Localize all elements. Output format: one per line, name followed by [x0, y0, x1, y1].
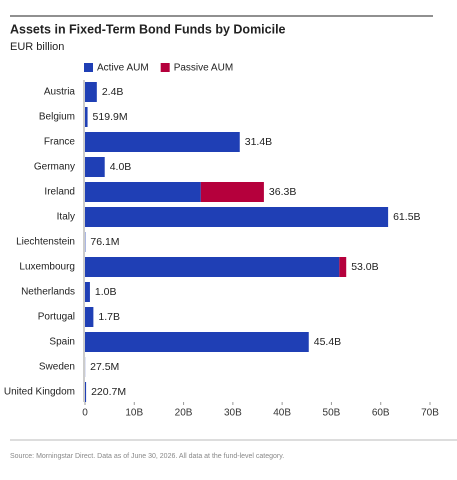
bar-total-label: 220.7M — [91, 386, 126, 398]
y-tick-label: United Kingdom — [4, 387, 75, 398]
y-tick-label: Netherlands — [21, 287, 75, 298]
bar-segment — [339, 257, 347, 277]
bar-segment — [85, 107, 88, 127]
y-tick-label: Liechtenstein — [16, 237, 75, 248]
x-tick-label: 30B — [224, 408, 242, 419]
bar-total-label: 53.0B — [351, 261, 378, 273]
bar-total-label: 519.9M — [93, 111, 128, 123]
bar-segment — [85, 282, 90, 302]
x-tick-label: 50B — [323, 408, 341, 419]
bar-total-label: 1.0B — [95, 286, 117, 298]
x-tick-label: 0 — [82, 408, 88, 419]
bar-segment — [85, 82, 97, 102]
chart-subtitle: EUR billion — [10, 41, 64, 53]
source-note: Source: Morningstar Direct. Data as of J… — [10, 453, 284, 460]
bar-segment — [85, 182, 201, 202]
y-tick-label: Sweden — [39, 362, 75, 373]
bar-segment — [85, 382, 87, 402]
bar-segment — [85, 132, 240, 152]
y-tick-label: Luxembourg — [19, 262, 75, 273]
bar-segment — [200, 182, 264, 202]
bar-total-label: 2.4B — [102, 86, 124, 98]
x-tick-label: 70B — [421, 408, 439, 419]
y-tick-label: France — [44, 137, 76, 148]
y-tick-label: Ireland — [44, 187, 75, 198]
bar-total-label: 45.4B — [314, 336, 341, 348]
legend-label: Passive AUM — [174, 63, 233, 74]
bar-total-label: 27.5M — [90, 361, 119, 373]
x-tick-label: 60B — [372, 408, 390, 419]
x-tick-label: 10B — [125, 408, 143, 419]
legend-swatch — [84, 63, 93, 72]
x-tick-label: 40B — [273, 408, 291, 419]
bar-segment — [85, 307, 94, 327]
bar-total-label: 1.7B — [98, 311, 120, 323]
bar-segment — [85, 332, 309, 352]
bar-total-label: 31.4B — [245, 136, 272, 148]
bar-segment — [85, 207, 389, 227]
bar-segment — [85, 157, 105, 177]
bar-segment — [85, 257, 340, 277]
bar-total-label: 4.0B — [110, 161, 132, 173]
y-tick-label: Portugal — [38, 312, 75, 323]
legend-swatch — [160, 63, 170, 72]
chart-title: Assets in Fixed-Term Bond Funds by Domic… — [10, 22, 286, 36]
bar-total-label: 36.3B — [269, 186, 296, 198]
bar-total-label: 61.5B — [393, 211, 420, 223]
bar-total-label: 76.1M — [90, 236, 119, 248]
y-tick-label: Germany — [34, 162, 75, 173]
y-tick-label: Italy — [57, 212, 75, 223]
legend-label: Active AUM — [97, 63, 149, 74]
x-tick-label: 20B — [175, 408, 193, 419]
y-tick-label: Belgium — [39, 112, 75, 123]
y-tick-label: Spain — [49, 337, 75, 348]
y-tick-label: Austria — [44, 87, 76, 98]
